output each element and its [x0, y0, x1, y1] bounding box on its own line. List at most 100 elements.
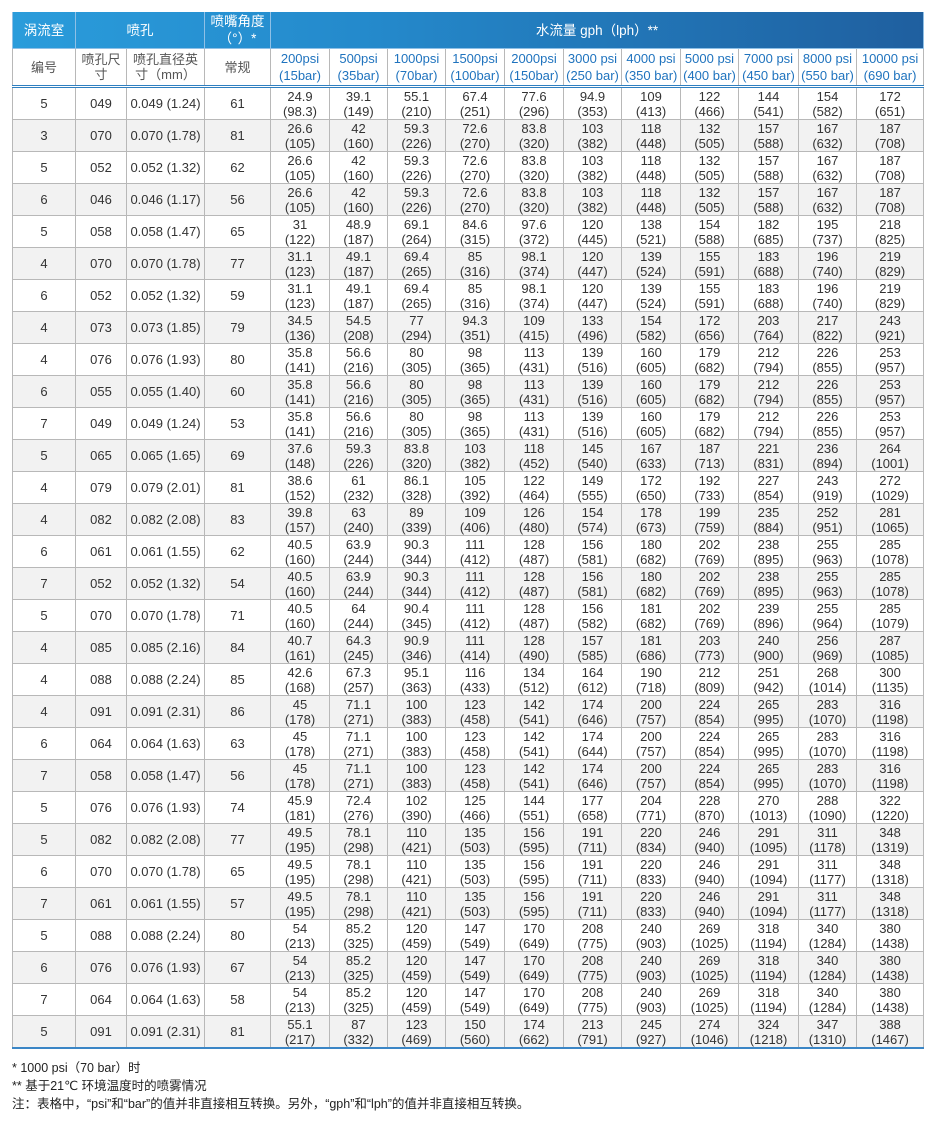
flow-gph: 48.9: [345, 216, 372, 232]
cell-flow: 110 (421): [387, 823, 446, 856]
flow-gph: 274: [698, 1016, 721, 1032]
flow-lph: (512): [518, 679, 550, 695]
cell-flow: 98 (365): [445, 343, 505, 376]
cell-size: 046: [75, 183, 127, 216]
flow-lph: (466): [694, 103, 725, 119]
cell-flow: 180 (682): [621, 535, 681, 568]
flow-lph: (995): [753, 775, 784, 791]
flow-gph: 90.3: [403, 568, 430, 584]
flow-gph: 154: [581, 504, 604, 520]
cell-diameter: 0.088 (2.24): [126, 919, 205, 952]
cell-flow: 187 (708): [855, 119, 925, 152]
flow-gph: 85: [467, 248, 483, 264]
flow-lph: (1194): [750, 967, 787, 983]
flow-gph: 156: [523, 888, 545, 904]
pressure-psi: 500psi: [339, 51, 378, 66]
flow-lph: (320): [401, 455, 432, 471]
flow-lph: (649): [518, 999, 550, 1015]
flow-lph: (105): [284, 167, 316, 183]
flow-lph: (656): [694, 327, 725, 343]
flow-lph: (682): [694, 423, 725, 439]
flow-gph: 200: [640, 760, 662, 776]
flow-lph: (582): [635, 327, 667, 343]
subheader-diameter: 喷孔直径英寸（mm）: [126, 48, 205, 88]
cell-flow: 31.1 (123): [270, 279, 330, 312]
cell-flow: 154 (588): [680, 215, 739, 248]
pressure-psi: 3000 psi: [567, 51, 618, 66]
flow-gph: 144: [523, 792, 545, 808]
flow-gph: 103: [581, 184, 604, 200]
flow-gph: 71.1: [345, 728, 372, 744]
cell-flow: 300 (1135): [855, 663, 925, 696]
cell-flow: 324 (1218): [738, 1015, 799, 1049]
flow-lph: (392): [459, 487, 491, 503]
cell-flow: 170 (649): [504, 951, 564, 984]
cell-angle: 86: [204, 695, 271, 728]
flow-gph: 135: [464, 856, 486, 872]
flow-lph: (809): [694, 679, 725, 695]
cell-flow: 235 (884): [738, 503, 799, 536]
flow-lph: (940): [694, 839, 725, 855]
flow-lph: (894): [812, 455, 843, 471]
cell-flow: 69.1 (264): [387, 215, 446, 248]
flow-gph: 80: [409, 344, 424, 360]
cell-flow: 243 (921): [855, 311, 925, 344]
flow-lph: (505): [694, 199, 725, 215]
flow-gph: 318: [757, 920, 780, 936]
cell-diameter: 0.085 (2.16): [126, 631, 205, 664]
flow-lph: (605): [635, 359, 667, 375]
flow-lph: (178): [284, 711, 316, 727]
flow-gph: 154: [698, 216, 721, 232]
flow-gph: 287: [879, 632, 901, 648]
flow-lph: (469): [401, 1031, 432, 1047]
pressure-bar: (70bar): [395, 68, 438, 83]
cell-flow: 285 (1079): [855, 599, 925, 632]
cell-flow: 157 (588): [738, 183, 799, 216]
cell-diameter: 0.076 (1.93): [126, 343, 205, 376]
flow-gph: 39.8: [287, 504, 313, 520]
cell-flow: 78.1 (298): [329, 823, 388, 856]
flow-lph: (1284): [808, 967, 847, 983]
cell-diameter: 0.070 (1.78): [126, 119, 205, 152]
cell-flow: 172 (651): [855, 86, 925, 120]
flow-gph: 83.8: [521, 120, 547, 136]
cell-flow: 83.8 (320): [504, 151, 564, 184]
cell-flow: 42 (160): [329, 183, 388, 216]
flow-lph: (870): [694, 807, 725, 823]
flow-gph: 55.1: [403, 88, 430, 104]
cell-flow: 283 (1070): [798, 695, 857, 728]
cell-chamber: 4: [12, 695, 76, 728]
flow-gph: 236: [816, 440, 839, 456]
flow-lph: (431): [518, 423, 550, 439]
flow-lph: (1079): [871, 615, 909, 631]
flow-gph: 56.6: [345, 376, 372, 392]
flow-gph: 49.5: [287, 888, 313, 904]
cell-angle: 71: [204, 599, 271, 632]
cell-size: 076: [75, 951, 127, 984]
cell-flow: 270 (1013): [738, 791, 799, 824]
flow-lph: (903): [635, 967, 667, 983]
cell-flow: 219 (829): [855, 247, 925, 280]
flow-lph: (105): [284, 135, 316, 151]
cell-flow: 61 (232): [329, 471, 388, 504]
cell-chamber: 4: [12, 631, 76, 664]
cell-flow: 220 (834): [621, 823, 681, 856]
pressure-psi: 7000 psi: [743, 51, 794, 66]
cell-flow: 42 (160): [329, 119, 388, 152]
flow-gph: 83.8: [403, 440, 430, 456]
flow-lph: (412): [459, 583, 491, 599]
table-row: 7 049 0.049 (1.24) 53 35.8 (141) 56.6 (216) 80 (3…: [12, 407, 925, 440]
flow-lph: (123): [284, 263, 316, 279]
cell-flow: 49.1 (187): [329, 279, 388, 312]
flow-gph: 235: [757, 504, 780, 520]
flow-lph: (365): [459, 391, 491, 407]
cell-flow: 170 (649): [504, 919, 564, 952]
flow-lph: (374): [518, 295, 550, 311]
flow-lph: (940): [694, 871, 725, 887]
flow-gph: 98: [467, 376, 483, 392]
pressure-psi: 10000 psi: [861, 51, 919, 66]
flow-lph: (503): [459, 839, 491, 855]
pressure-psi: 200psi: [280, 51, 320, 66]
cell-flow: 190 (718): [621, 663, 681, 696]
cell-flow: 200 (757): [621, 727, 681, 760]
